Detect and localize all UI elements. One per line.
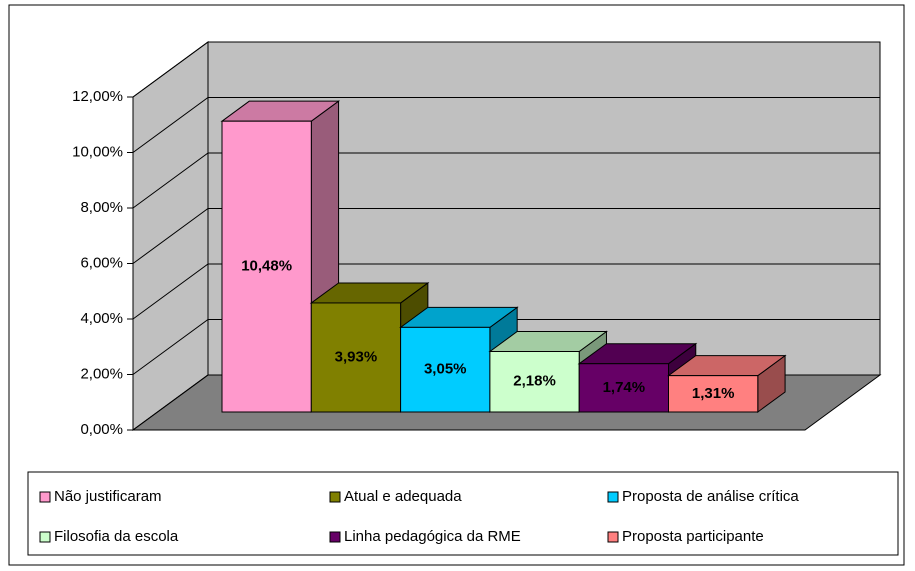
bar [400, 326, 491, 413]
value-label: 2,18% [513, 373, 556, 390]
legend-swatch [39, 531, 51, 543]
value-label: 10,48% [241, 258, 292, 275]
y-tick-label: 6,00% [80, 254, 123, 271]
legend-label: Proposta participante [622, 528, 764, 545]
y-tick-label: 10,00% [72, 143, 123, 160]
y-tick-label: 0,00% [80, 421, 123, 438]
legend-swatch [39, 491, 51, 503]
bar [221, 120, 312, 413]
grid-line [132, 152, 880, 209]
bar [489, 351, 580, 413]
legend-swatch [607, 491, 619, 503]
value-label: 1,31% [692, 385, 735, 402]
legend-swatch [607, 531, 619, 543]
value-label: 3,93% [335, 348, 378, 365]
value-label: 1,74% [603, 379, 646, 396]
legend-label: Atual e adequada [344, 488, 462, 505]
legend-label: Filosofia da escola [54, 528, 179, 545]
legend-label: Proposta de análise crítica [622, 488, 799, 505]
y-tick-label: 2,00% [80, 365, 123, 382]
y-tick-label: 8,00% [80, 199, 123, 216]
grid-line [132, 263, 880, 320]
legend-swatch [329, 491, 341, 503]
legend-label: Não justificaram [54, 488, 162, 505]
bar [310, 302, 402, 413]
value-label: 3,05% [424, 361, 467, 378]
grid-line [132, 97, 880, 153]
grid-line [132, 41, 880, 98]
bar [578, 363, 670, 413]
grid-line [132, 319, 880, 375]
legend [27, 471, 899, 556]
y-tick-label: 12,00% [72, 88, 123, 105]
grid-line [132, 208, 880, 264]
y-tick-label: 4,00% [80, 310, 123, 327]
bar [668, 375, 759, 413]
legend-swatch [329, 531, 341, 543]
legend-label: Linha pedagógica da RME [344, 528, 521, 545]
